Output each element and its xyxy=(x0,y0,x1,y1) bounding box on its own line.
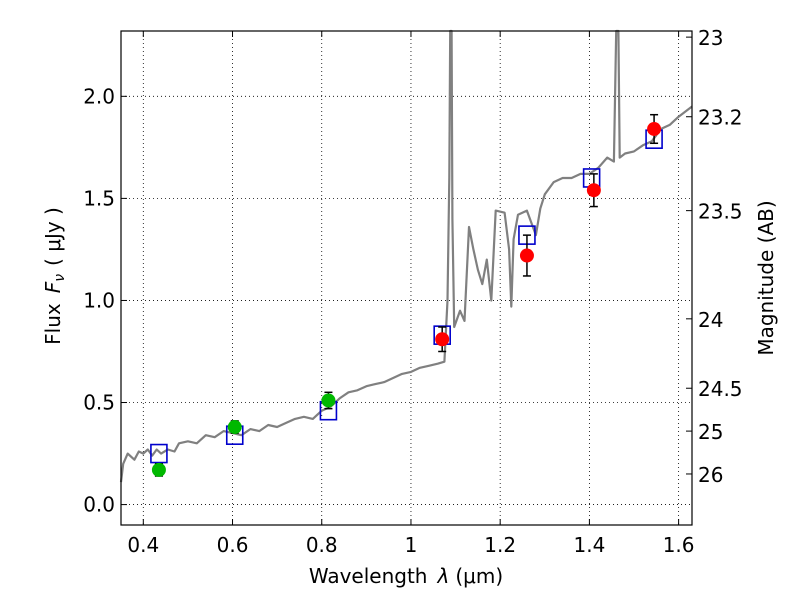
x-tick-label: 0.6 xyxy=(217,533,249,557)
observed-point xyxy=(227,420,242,435)
mag-tick-label: 24 xyxy=(698,308,723,332)
y-axis-unit: ( μJy ) xyxy=(41,207,65,266)
y-axis-subscript: ν xyxy=(52,274,68,282)
x-tick-label: 0.4 xyxy=(127,533,159,557)
mag-tick-label: 23.5 xyxy=(698,200,743,224)
mag-tick-label: 26 xyxy=(698,463,723,487)
x-tick-label: 1.6 xyxy=(663,533,695,557)
mag-tick-label: 24.5 xyxy=(698,377,743,401)
y2-axis-title: Magnitude (AB) xyxy=(754,200,778,355)
points-layer xyxy=(150,113,663,477)
mag-tick-label: 23 xyxy=(698,26,723,50)
observed-point xyxy=(586,183,601,198)
x-axis-title: Wavelength λ (μm) xyxy=(309,564,503,588)
y-tick-label: 1.5 xyxy=(83,186,115,210)
grid-layer xyxy=(121,31,692,525)
y-tick-label: 0.0 xyxy=(83,493,115,517)
model-photometry-square xyxy=(150,443,168,464)
spectrum-layer xyxy=(119,29,693,483)
y-tick-label: 1.0 xyxy=(83,288,115,312)
mag-tick-label: 23.2 xyxy=(698,106,743,130)
tick-layer: 0.4 0.6 0.8 1 1.2 1.4 1.6 0.0 0.5 1.0 1.5 2.0 23 23.2… xyxy=(83,26,742,557)
observed-point xyxy=(519,248,534,263)
y-tick-label: 0.5 xyxy=(83,391,115,415)
observed-point xyxy=(151,462,166,477)
x-tick-label: 1.2 xyxy=(484,533,516,557)
x-tick-label: 1.4 xyxy=(573,533,605,557)
y-axis-title: FluxFν( μJy ) xyxy=(41,207,68,345)
observed-point xyxy=(435,332,450,347)
observed-point xyxy=(647,121,662,136)
x-tick-label: 0.8 xyxy=(306,533,338,557)
mag-tick-label: 25 xyxy=(698,420,723,444)
model-spectrum-line xyxy=(119,29,693,483)
y-axis-symbol: F xyxy=(41,281,65,293)
x-axis-unit: (μm) xyxy=(455,564,503,588)
x-axis-symbol: λ xyxy=(437,564,450,588)
y-tick-label: 2.0 xyxy=(83,84,115,108)
plot-frame xyxy=(120,30,693,526)
x-tick-label: 1 xyxy=(405,533,418,557)
observed-point xyxy=(321,393,336,408)
